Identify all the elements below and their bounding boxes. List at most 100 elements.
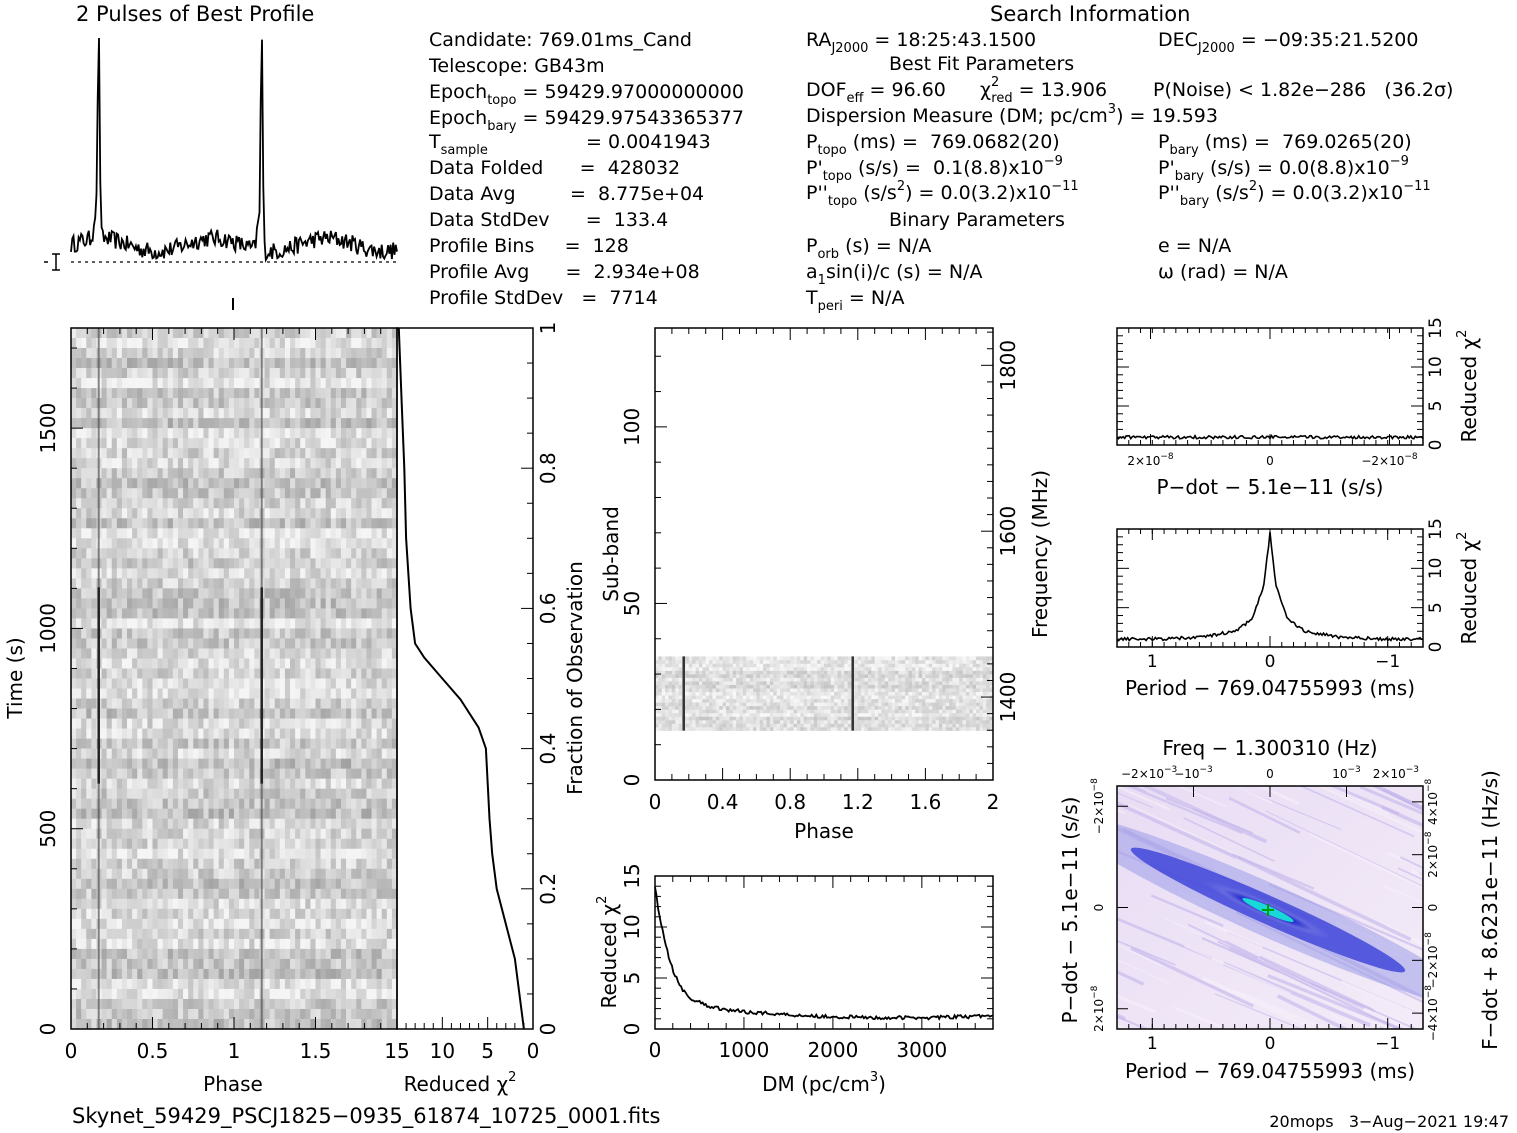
- time-phase-cell: [177, 528, 184, 539]
- time-phase-cell: [300, 438, 306, 449]
- time-phase-cell: [213, 838, 220, 850]
- time-phase-cell: [284, 528, 291, 539]
- subband-cell: [756, 723, 761, 728]
- time-phase-cell: [295, 948, 301, 960]
- time-phase-cell: [193, 868, 199, 880]
- time-phase-cell: [381, 518, 388, 529]
- time-phase-cell: [340, 778, 347, 789]
- time-phase-cell: [76, 498, 82, 509]
- time-phase-cell: [325, 488, 332, 499]
- time-phase-cell: [366, 378, 372, 389]
- info-candidate: Candidate: 769.01ms_Cand: [429, 29, 692, 51]
- time-phase-cell: [86, 558, 92, 569]
- time-phase-cell: [356, 468, 362, 479]
- time-phase-cell: [366, 758, 372, 769]
- time-phase-cell: [208, 388, 214, 399]
- time-phase-cell: [234, 588, 240, 599]
- time-phase-cell: [152, 798, 158, 809]
- time-phase-cell: [305, 688, 311, 699]
- time-phase-cell: [111, 958, 118, 970]
- time-phase-cell: [172, 818, 179, 830]
- time-phase-cell: [340, 1008, 347, 1020]
- time-phase-cell: [86, 798, 92, 809]
- time-phase-cell: [91, 728, 97, 739]
- time-phase-cell: [269, 638, 276, 649]
- time-phase-cell: [193, 828, 199, 840]
- time-phase-cell: [320, 398, 326, 409]
- time-phase-cell: [249, 538, 255, 549]
- time-phase-cell: [340, 958, 347, 970]
- time-phase-cell: [127, 418, 133, 429]
- time-phase-cell: [351, 478, 357, 489]
- time-phase-cell: [361, 348, 367, 359]
- time-phase-cell: [371, 428, 377, 439]
- time-phase-cell: [193, 708, 199, 719]
- time-phase-cell: [193, 958, 199, 970]
- time-phase-cell: [127, 748, 133, 759]
- time-phase-cell: [264, 378, 270, 389]
- subband-cell: [685, 716, 690, 721]
- time-phase-cell: [198, 598, 204, 609]
- time-phase-cell: [147, 558, 153, 569]
- subband-cell: [986, 723, 990, 728]
- time-phase-cell: [76, 438, 82, 449]
- time-phase-cell: [376, 878, 383, 890]
- time-phase-cell: [116, 588, 123, 599]
- time-phase-cell: [127, 518, 133, 529]
- time-phase-cell: [111, 538, 118, 549]
- time-phase-cell: [249, 978, 255, 990]
- time-phase-cell: [249, 358, 255, 369]
- time-phase-cell: [290, 748, 296, 759]
- time-phase-cell: [208, 348, 214, 359]
- time-phase-cell: [300, 928, 306, 940]
- time-phase-cell: [137, 848, 143, 860]
- subband-cell: [844, 723, 848, 728]
- time-phase-cell: [376, 728, 383, 739]
- time-phase-cell: [213, 398, 220, 409]
- info-pddot-topo: P''topo (s/s2) = 0.0(3.2)x10−11: [806, 179, 1079, 209]
- time-phase-cell: [361, 338, 367, 349]
- time-phase-cell: [391, 608, 398, 619]
- time-phase-cell: [218, 418, 225, 429]
- time-phase-cell: [330, 758, 337, 769]
- time-phase-cell: [239, 688, 245, 699]
- time-phase-cell: [325, 938, 332, 950]
- time-phase-cell: [116, 448, 123, 459]
- time-phase-cell: [330, 798, 337, 809]
- time-phase-cell: [172, 758, 179, 769]
- time-phase-cell: [157, 438, 163, 449]
- time-phase-cell: [193, 348, 199, 359]
- time-phase-cell: [305, 758, 311, 769]
- time-phase-cell: [284, 558, 291, 569]
- time-phase-cell: [71, 948, 77, 960]
- time-phase-cell: [274, 528, 281, 539]
- time-phase-cell: [106, 688, 113, 699]
- time-phase-cell: [295, 648, 301, 659]
- time-phase-cell: [101, 618, 107, 629]
- time-phase-cell: [127, 378, 133, 389]
- subband-cell: [729, 723, 734, 728]
- search-info-title: Search Information: [990, 2, 1190, 26]
- time-phase-cell: [376, 1008, 383, 1020]
- time-phase-cell: [213, 658, 220, 669]
- time-phase-cell: [295, 438, 301, 449]
- time-phase-cell: [111, 1008, 118, 1020]
- time-phase-cell: [371, 608, 377, 619]
- time-phase-cell: [116, 1008, 123, 1020]
- time-phase-cell: [351, 918, 357, 930]
- time-phase-cell: [249, 648, 255, 659]
- time-phase-cell: [172, 548, 179, 559]
- time-phase-cell: [320, 938, 326, 950]
- subband-cell: [678, 716, 683, 721]
- time-phase-cell: [162, 888, 169, 900]
- time-phase-cell: [177, 798, 184, 809]
- time-phase-cell: [132, 648, 138, 659]
- time-phase-cell: [310, 578, 316, 589]
- time-phase-cell: [340, 788, 347, 799]
- time-phase-cell: [335, 588, 342, 599]
- time-phase-cell: [391, 958, 398, 970]
- time-phase-cell: [239, 488, 245, 499]
- time-phase-cell: [274, 338, 281, 349]
- time-phase-cell: [346, 408, 352, 419]
- time-phase-cell: [254, 858, 260, 870]
